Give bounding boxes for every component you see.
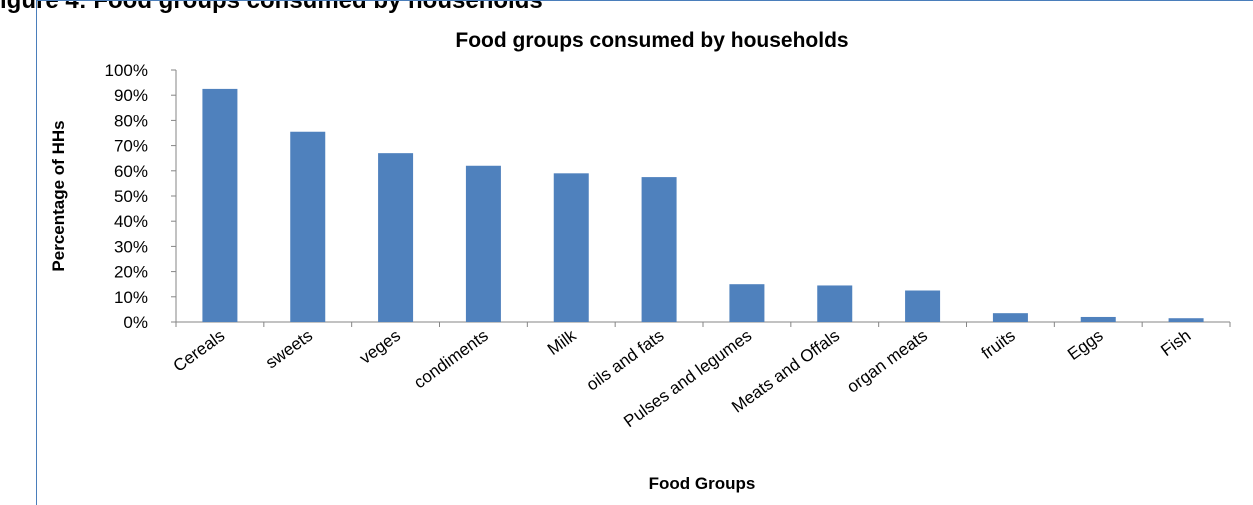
y-tick-label: 90% [114, 86, 148, 105]
x-tick-label: fruits [978, 326, 1019, 363]
x-tick-label: Fish [1157, 326, 1194, 360]
bar-pulses-and-legumes [729, 284, 765, 322]
figure-caption: igure 4: Food groups consumed by househo… [0, 0, 543, 14]
bar-sweets [290, 131, 326, 322]
x-tick-label: condiments [410, 326, 492, 392]
y-tick-label: 0% [123, 313, 148, 332]
x-tick-label: Cereals [170, 326, 229, 376]
y-tick-label: 70% [114, 137, 148, 156]
bar-cereals [202, 88, 238, 323]
bars-group [202, 88, 1204, 323]
x-tick-labels: Cereals sweets veges condiments Milk oils and… [170, 326, 1195, 432]
y-tick-label: 50% [114, 187, 148, 206]
x-tick-label: veges [356, 326, 404, 368]
x-axis-title: Food Groups [649, 474, 756, 493]
y-axis: 0% 10% 20% 30% 40% 50% 60% 70% 80% 90% 100% [105, 61, 177, 332]
chart-title: Food groups consumed by households [455, 29, 848, 52]
bar-fruits [992, 313, 1028, 322]
bar-condiments [465, 165, 501, 322]
x-tick-label: Milk [544, 326, 580, 359]
y-tick-label: 30% [114, 237, 148, 256]
y-tick-label: 40% [114, 212, 148, 231]
bar-veges [378, 153, 414, 322]
chart-frame [36, 0, 1253, 505]
y-tick-label: 80% [114, 111, 148, 130]
x-tick-label: sweets [262, 326, 316, 372]
x-axis [175, 321, 1231, 327]
bar-meats-and-offals [817, 285, 853, 322]
x-tick-label: Eggs [1064, 326, 1107, 364]
bar-oils-and-fats [641, 177, 677, 322]
y-tick-label: 20% [114, 263, 148, 282]
y-tick-label: 10% [114, 288, 148, 307]
y-tick-label: 100% [105, 61, 148, 80]
x-tick-label: organ meats [843, 326, 931, 397]
bar-organ-meats [905, 290, 941, 322]
y-axis-title: Percentage of HHs [49, 120, 68, 271]
bar-eggs [1080, 316, 1116, 322]
bar-fish [1168, 318, 1204, 322]
y-tick-label: 60% [114, 162, 148, 181]
bar-milk [553, 173, 589, 322]
x-tick-label: oils and fats [583, 326, 668, 395]
